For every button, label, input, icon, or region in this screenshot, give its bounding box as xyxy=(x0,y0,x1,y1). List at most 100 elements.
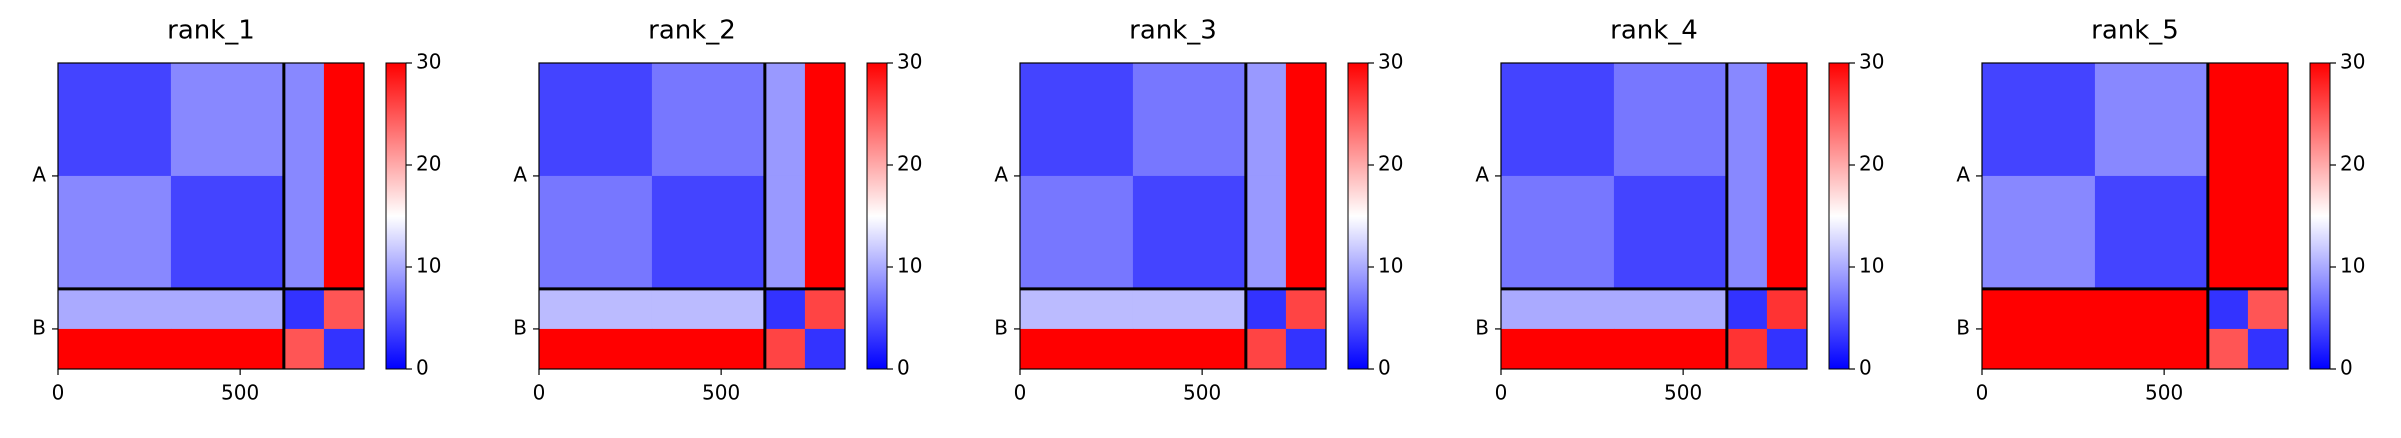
colorbar xyxy=(385,62,407,370)
heatmap-cell xyxy=(170,328,285,370)
heatmap-cell xyxy=(58,328,172,370)
colorbar-tick-label: 30 xyxy=(1378,50,1403,74)
heatmap-cell xyxy=(651,288,766,330)
colorbar-tick-label: 0 xyxy=(1859,356,1872,380)
heatmap-cell xyxy=(1132,63,1247,177)
heatmap-cell xyxy=(1613,63,1728,177)
colorbar-tick-label: 0 xyxy=(2340,356,2353,380)
heatmap-cell xyxy=(651,63,766,177)
x-tick-label: 500 xyxy=(1183,381,1221,405)
colorbar-tick-label: 10 xyxy=(1378,254,1403,278)
heatmap-cell xyxy=(2207,63,2249,177)
panel-title: rank_5 xyxy=(2091,16,2179,46)
heatmap-cell xyxy=(1766,288,1808,330)
colorbar-tick-label: 30 xyxy=(2340,50,2365,74)
heatmap-cell xyxy=(283,288,325,330)
colorbar-tick-label: 20 xyxy=(1378,152,1403,176)
colorbar-tick-label: 30 xyxy=(416,50,441,74)
y-tick-label: B xyxy=(32,315,46,339)
y-tick-label: A xyxy=(32,162,46,186)
y-tick-label: A xyxy=(1475,162,1489,186)
y-tick-label: B xyxy=(1956,315,1970,339)
heatmap-cell xyxy=(2247,288,2289,330)
heatmap-cell xyxy=(2207,288,2249,330)
heatmap-cell xyxy=(539,175,653,290)
x-tick-label: 500 xyxy=(702,381,740,405)
heatmap-cell xyxy=(1501,175,1615,290)
heatmap-cell xyxy=(764,328,806,370)
y-tick-label: A xyxy=(513,162,527,186)
colorbar-tick-label: 10 xyxy=(1859,254,1884,278)
colorbar-tick-label: 20 xyxy=(2340,152,2365,176)
x-tick-label: 500 xyxy=(1664,381,1702,405)
heatmap-cell xyxy=(804,175,846,290)
colorbar-tick-label: 10 xyxy=(2340,254,2365,278)
y-tick-label: A xyxy=(994,162,1008,186)
heatmap-cell xyxy=(1726,288,1768,330)
heatmap-cell xyxy=(1726,63,1768,177)
axes-frame xyxy=(1500,62,1808,370)
colorbar-tick-label: 30 xyxy=(1859,50,1884,74)
heatmap-cell xyxy=(764,63,806,177)
colorbar-tick-label: 10 xyxy=(897,254,922,278)
heatmap-cell xyxy=(2094,328,2209,370)
heatmap-cell xyxy=(58,175,172,290)
heatmap-cell xyxy=(764,175,806,290)
heatmap-cell xyxy=(651,175,766,290)
heatmap-cell xyxy=(1020,63,1134,177)
heatmap-cell xyxy=(323,63,365,177)
y-tick-label: B xyxy=(1475,315,1489,339)
heatmap-cell xyxy=(1285,288,1327,330)
colorbar xyxy=(1347,62,1369,370)
heatmap-cell xyxy=(1982,175,2096,290)
heatmap-cell xyxy=(804,328,846,370)
heatmap-cell xyxy=(1285,63,1327,177)
heatmap-cell xyxy=(1245,63,1287,177)
heatmap-cell xyxy=(2247,63,2289,177)
colorbar-tick-label: 0 xyxy=(1378,356,1391,380)
heatmap-cell xyxy=(323,288,365,330)
heatmap-cell xyxy=(283,175,325,290)
heatmap-cell xyxy=(2247,175,2289,290)
colorbar-tick-label: 20 xyxy=(416,152,441,176)
heatmap-cell xyxy=(804,63,846,177)
heatmap-cell xyxy=(2094,175,2209,290)
heatmap-cell xyxy=(2207,175,2249,290)
heatmap-cell xyxy=(1245,175,1287,290)
heatmap-cell xyxy=(2207,328,2249,370)
heatmap-cell xyxy=(170,288,285,330)
x-tick-label: 0 xyxy=(1976,381,1989,405)
heatmap-cell xyxy=(804,288,846,330)
axes-frame xyxy=(1019,62,1327,370)
heatmap-cell xyxy=(283,328,325,370)
colorbar-tick-label: 0 xyxy=(897,356,910,380)
colorbar xyxy=(2309,62,2331,370)
heatmap-cell xyxy=(58,63,172,177)
heatmap-cell xyxy=(1726,328,1768,370)
heatmap-cell xyxy=(170,175,285,290)
heatmap-cell xyxy=(323,328,365,370)
heatmap-cell xyxy=(283,63,325,177)
x-tick-label: 0 xyxy=(533,381,546,405)
heatmap-cell xyxy=(1501,328,1615,370)
heatmap-cell xyxy=(539,63,653,177)
x-tick-label: 0 xyxy=(1495,381,1508,405)
heatmap-cell xyxy=(1132,288,1247,330)
heatmap-cell xyxy=(1501,63,1615,177)
x-tick-label: 500 xyxy=(221,381,259,405)
colorbar-tick-label: 0 xyxy=(416,356,429,380)
heatmap-cell xyxy=(1726,175,1768,290)
colorbar xyxy=(866,62,888,370)
heatmap-cell xyxy=(1020,288,1134,330)
heatmap-cell xyxy=(2094,63,2209,177)
colorbar-tick-label: 20 xyxy=(1859,152,1884,176)
heatmap-cell xyxy=(1285,175,1327,290)
heatmap-cell xyxy=(1245,288,1287,330)
heatmap-cell xyxy=(1245,328,1287,370)
heatmap-cell xyxy=(1613,175,1728,290)
x-tick-label: 500 xyxy=(2145,381,2183,405)
heatmap-cell xyxy=(539,288,653,330)
heatmap-cell xyxy=(170,63,285,177)
colorbar xyxy=(1828,62,1850,370)
